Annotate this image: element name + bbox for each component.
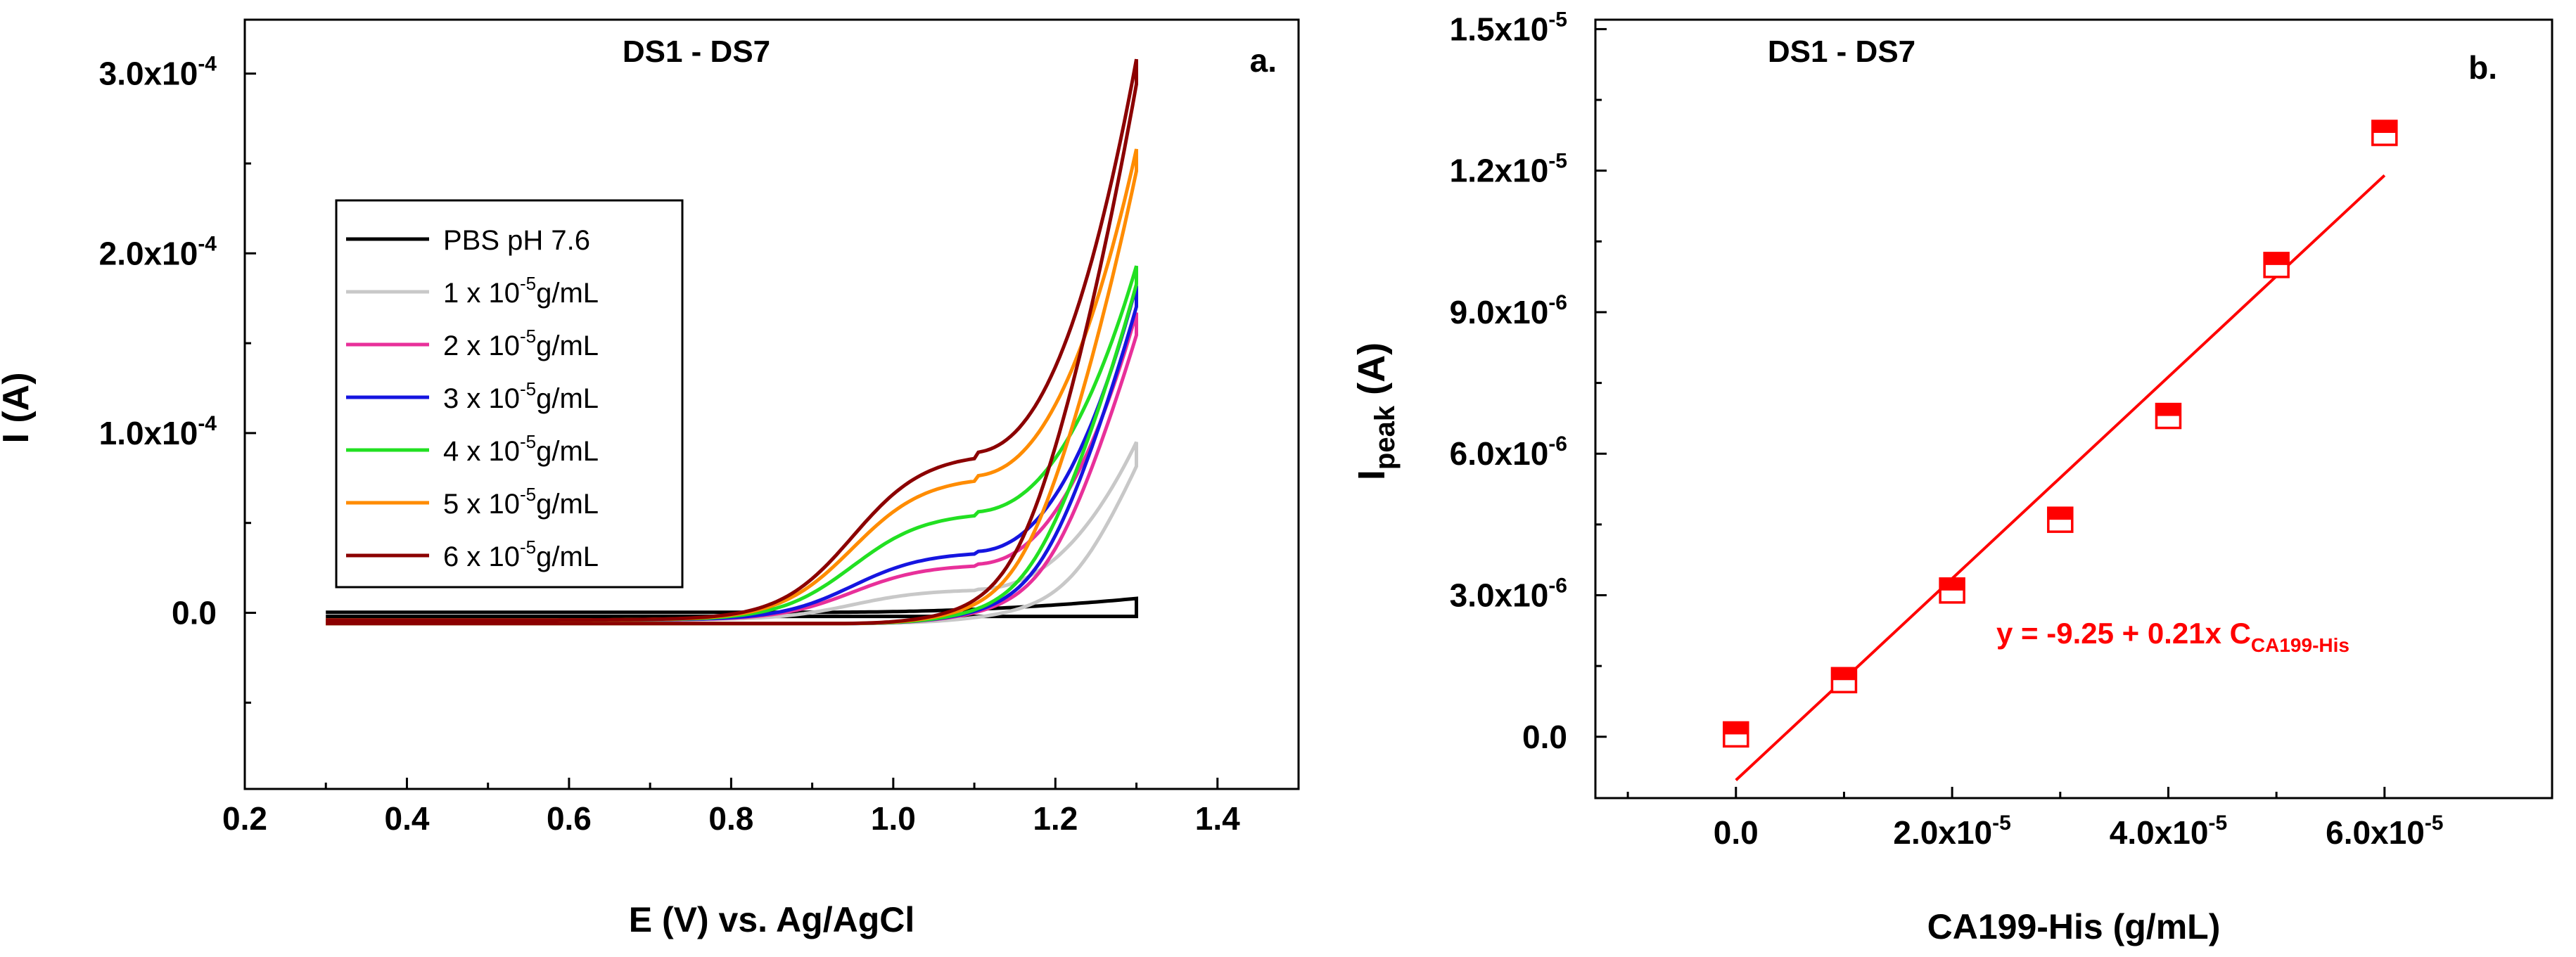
x-tick-label: 6.0x10-5	[2326, 811, 2443, 851]
y-tick-label: 9.0x10-6	[1450, 291, 1567, 330]
plot-a-legend: PBS pH 7.6 1 x 10-5g/mL 2 x 10-5g/mL 3 x 10…	[335, 199, 684, 589]
plot-b-x-ticks: 0.0 2.0x10-5 4.0x10-5 6.0x10-5	[1626, 787, 2444, 851]
x-tick-label: 0.0	[1714, 814, 1759, 851]
plot-b-panel-label: b.	[2468, 49, 2497, 86]
plot-a-y-axis-label: I (A)	[0, 372, 37, 443]
y-tick-label: 0.0	[1522, 719, 1567, 755]
legend-box	[335, 199, 684, 589]
legend-label: 4 x 10-5g/mL	[443, 431, 599, 467]
legend-label: 5 x 10-5g/mL	[443, 484, 599, 520]
data-point	[2263, 252, 2290, 278]
y-tick-label: 3.0x10-6	[1450, 574, 1567, 614]
y-tick-label: 1.2x10-5	[1450, 150, 1567, 189]
plot-b-fit-equation: y = -9.25 + 0.21x CCA199-His	[1996, 617, 2349, 656]
y-tick-label: 1.5x10-5	[1450, 8, 1567, 47]
series-curve	[326, 596, 1138, 619]
y-tick-label: 3.0x10-4	[99, 53, 217, 92]
plot-a-panel-label: a.	[1250, 42, 1277, 79]
x-tick-label: 1.4	[1195, 800, 1240, 837]
plot-b-y-ticks: 0.0 3.0x10-6 6.0x10-6 9.0x10-6 1.2x10-5 1.5x1…	[1450, 8, 1607, 755]
legend-label: 1 x 10-5g/mL	[443, 273, 599, 309]
legend-label: PBS pH 7.6	[443, 225, 590, 256]
y-tick-label: 1.0x10-4	[99, 412, 217, 451]
data-point	[2047, 506, 2074, 533]
series-curve	[326, 58, 1138, 626]
x-tick-label: 2.0x10-5	[1893, 811, 2010, 851]
plot-b-points	[1723, 120, 2398, 748]
plot-a-x-axis-label: E (V) vs. Ag/AgCl	[629, 900, 915, 939]
data-point	[2371, 120, 2398, 146]
x-tick-label: 1.0	[871, 800, 916, 837]
plot-b-frame	[1594, 18, 2553, 799]
plot-a-title: DS1 - DS7	[623, 34, 770, 69]
panel-b: 0.0 2.0x10-5 4.0x10-5 6.0x10-5 0.0 3.0x10-6 6…	[1351, 8, 2553, 946]
plot-b-title: DS1 - DS7	[1768, 34, 1915, 69]
data-point	[1723, 721, 1749, 748]
x-tick-label: 0.6	[547, 800, 592, 837]
plot-b-y-axis-label: Ipeak (A)	[1351, 342, 1401, 480]
x-tick-label: 0.8	[708, 800, 753, 837]
plot-a-x-ticks: 0.2 0.4 0.6 0.8 1.0 1.2 1.4	[222, 778, 1240, 837]
x-tick-label: 0.4	[384, 800, 429, 837]
legend-label: 3 x 10-5g/mL	[443, 378, 599, 414]
data-point	[1830, 667, 1858, 694]
plot-b-x-axis-label: CA199-His (g/mL)	[1927, 907, 2221, 946]
plot-a-frame	[243, 18, 1300, 790]
legend-label: 6 x 10-5g/mL	[443, 537, 599, 572]
panel-a: 0.2 0.4 0.6 0.8 1.0 1.2 1.4 0.0 1.0x10-4 2.0x10-…	[0, 18, 1300, 939]
y-tick-label: 0.0	[172, 595, 217, 631]
y-tick-label: 2.0x10-4	[99, 232, 217, 271]
data-point	[2155, 402, 2182, 430]
x-tick-label: 4.0x10-5	[2110, 811, 2227, 851]
data-point	[1939, 577, 1965, 604]
y-tick-label: 6.0x10-6	[1450, 432, 1567, 472]
plot-a-curves	[326, 58, 1138, 626]
legend-label: 2 x 10-5g/mL	[443, 326, 599, 361]
plot-a-y-ticks: 0.0 1.0x10-4 2.0x10-4 3.0x10-4	[99, 53, 256, 704]
x-tick-label: 1.2	[1033, 800, 1078, 837]
x-tick-label: 0.2	[222, 800, 267, 837]
